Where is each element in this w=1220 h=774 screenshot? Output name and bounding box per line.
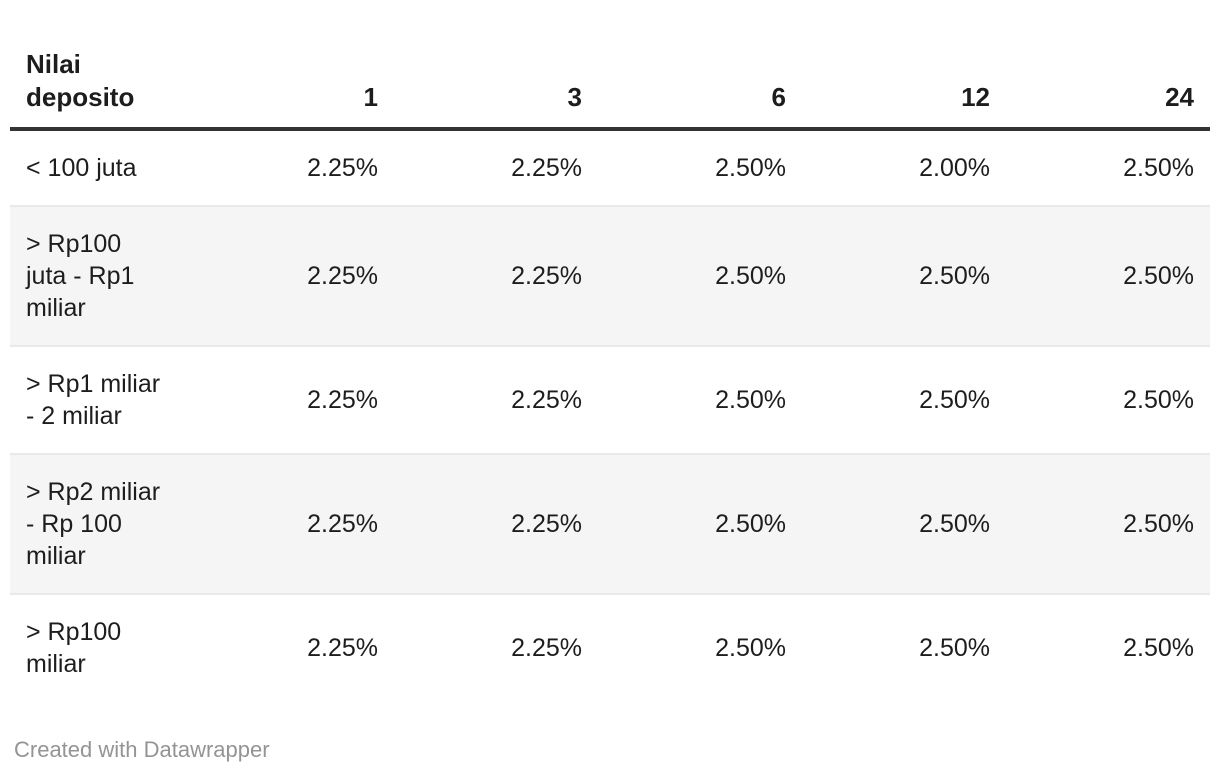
rate-cell: 2.25% bbox=[394, 593, 598, 701]
column-header-tenor: 12 bbox=[802, 48, 1006, 131]
rate-cell: 2.25% bbox=[190, 345, 394, 454]
rate-cell: 2.50% bbox=[598, 453, 802, 594]
column-header-tenor: 24 bbox=[1006, 48, 1210, 131]
row-label: > Rp100 miliar bbox=[10, 593, 190, 701]
row-label: > Rp100 juta - Rp1 miliar bbox=[10, 205, 190, 346]
datawrapper-credit-link[interactable]: Created with Datawrapper bbox=[14, 737, 270, 762]
rate-cell: 2.50% bbox=[1006, 345, 1210, 454]
rate-cell: 2.50% bbox=[598, 205, 802, 346]
column-header-tenor: 6 bbox=[598, 48, 802, 131]
rate-cell: 2.25% bbox=[190, 205, 394, 346]
rate-cell: 2.50% bbox=[1006, 453, 1210, 594]
header-label-nilai-deposito: Nilai deposito bbox=[10, 48, 190, 131]
rate-cell: 2.25% bbox=[394, 205, 598, 346]
rate-cell: 2.50% bbox=[802, 453, 1006, 594]
rate-cell: 2.25% bbox=[511, 154, 582, 182]
table-row: < 100 juta 2.25% 2.25% 2.50% 2.00% 2.50% bbox=[10, 129, 1210, 206]
rate-cell: 2.50% bbox=[1123, 154, 1194, 182]
rate-cell: 2.25% bbox=[394, 345, 598, 454]
rate-cell: 2.25% bbox=[307, 154, 378, 182]
rate-cell: 2.50% bbox=[715, 154, 786, 182]
row-label: > Rp2 miliar - Rp 100 miliar bbox=[10, 453, 190, 594]
rate-cell: 2.50% bbox=[598, 593, 802, 701]
table-row: > Rp1 miliar - 2 miliar 2.25% 2.25% 2.50% 2.… bbox=[10, 345, 1210, 454]
rate-cell: 2.50% bbox=[1006, 205, 1210, 346]
row-label: > Rp1 miliar - 2 miliar bbox=[10, 345, 190, 454]
column-header-tenor: 1 bbox=[190, 48, 394, 131]
rate-cell: 2.25% bbox=[190, 453, 394, 594]
rate-cell: 2.50% bbox=[802, 593, 1006, 701]
header-row: Nilai deposito 1 3 6 12 24 bbox=[10, 48, 1210, 131]
rate-cell: 2.50% bbox=[802, 345, 1006, 454]
rate-cell: 2.25% bbox=[190, 593, 394, 701]
rate-cell: 2.50% bbox=[1006, 593, 1210, 701]
table-row: > Rp100 juta - Rp1 miliar 2.25% 2.25% 2.50%… bbox=[10, 205, 1210, 346]
column-header-tenor: 3 bbox=[394, 48, 598, 131]
row-label: < 100 juta bbox=[26, 154, 137, 182]
rate-cell: 2.50% bbox=[802, 205, 1006, 346]
table-row: > Rp100 miliar 2.25% 2.25% 2.50% 2.50% 2.50% bbox=[10, 593, 1210, 701]
rate-cell: 2.50% bbox=[598, 345, 802, 454]
rate-cell: 2.00% bbox=[919, 154, 990, 182]
deposit-rates-table: Nilai deposito 1 3 6 12 24 < 100 juta 2.25% 2.… bbox=[10, 48, 1210, 701]
table-row: > Rp2 miliar - Rp 100 miliar 2.25% 2.25% 2.… bbox=[10, 453, 1210, 594]
rate-cell: 2.25% bbox=[394, 453, 598, 594]
